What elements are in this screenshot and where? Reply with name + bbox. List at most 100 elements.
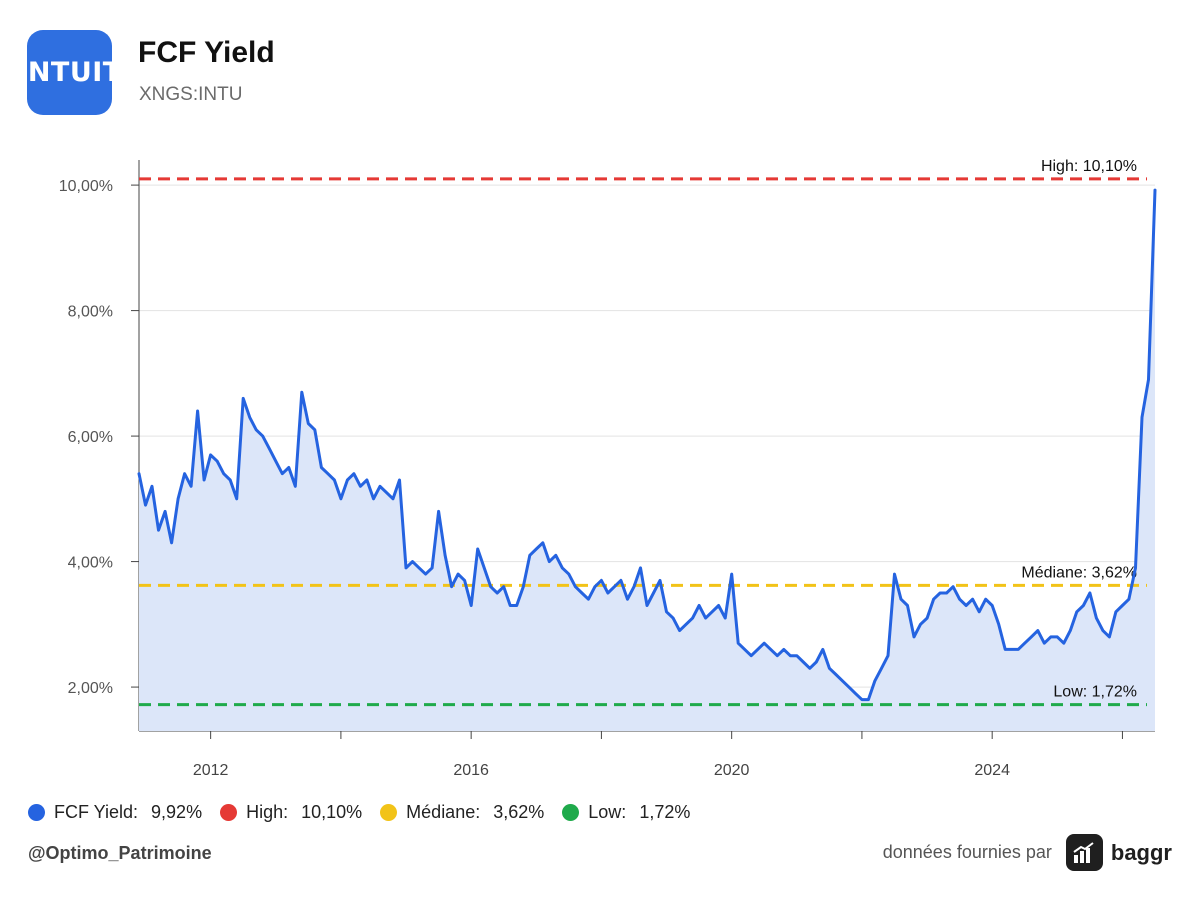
data-point bbox=[899, 598, 903, 601]
data-point bbox=[242, 397, 245, 400]
legend-value: 1,72% bbox=[639, 802, 691, 822]
data-point bbox=[333, 478, 336, 482]
y-tick-label: 4,00% bbox=[68, 555, 113, 572]
data-point bbox=[574, 585, 577, 588]
data-point bbox=[443, 554, 447, 557]
data-point bbox=[828, 667, 831, 670]
data-point bbox=[339, 497, 343, 500]
data-point bbox=[958, 598, 961, 601]
data-point bbox=[424, 572, 427, 576]
data-point bbox=[932, 598, 935, 601]
data-point bbox=[189, 485, 193, 488]
baggr-brand: baggr bbox=[1110, 839, 1172, 865]
data-point bbox=[1108, 635, 1111, 639]
data-point bbox=[541, 541, 544, 544]
reference-label-median: Médiane: 3,62% bbox=[1021, 564, 1137, 581]
legend-dot-fcf-yield bbox=[28, 804, 45, 821]
data-point bbox=[737, 642, 740, 645]
data-point bbox=[398, 478, 401, 482]
data-point bbox=[261, 434, 264, 438]
data-point bbox=[535, 547, 538, 551]
data-point bbox=[724, 616, 727, 620]
data-point bbox=[528, 554, 531, 557]
y-tick-label: 8,00% bbox=[68, 304, 113, 321]
data-point bbox=[300, 391, 303, 394]
data-point bbox=[1017, 648, 1020, 651]
data-point bbox=[274, 460, 277, 463]
data-point bbox=[626, 598, 629, 601]
legend-item-median: Médiane: 3,62% bbox=[380, 802, 544, 823]
data-point bbox=[476, 547, 479, 551]
legend-label: Low: bbox=[588, 802, 627, 822]
data-point bbox=[567, 572, 570, 576]
data-point bbox=[912, 635, 916, 639]
data-point bbox=[893, 572, 896, 576]
data-point bbox=[613, 585, 616, 588]
data-point bbox=[489, 585, 492, 588]
data-point bbox=[430, 566, 434, 570]
data-point bbox=[137, 472, 141, 475]
data-point bbox=[951, 585, 955, 588]
data-point bbox=[294, 485, 297, 488]
data-point bbox=[587, 598, 590, 601]
data-point bbox=[150, 485, 154, 488]
legend-label: FCF Yield: bbox=[54, 802, 139, 822]
data-point bbox=[815, 660, 818, 664]
legend-value: 3,62% bbox=[493, 802, 545, 822]
legend-dot-high bbox=[220, 804, 238, 821]
data-point bbox=[808, 667, 811, 670]
chart-title: FCF Yield bbox=[138, 36, 275, 69]
data-point bbox=[463, 579, 466, 582]
legend-dot-low bbox=[562, 804, 580, 821]
y-tick-label: 2,00% bbox=[68, 680, 113, 697]
data-point bbox=[600, 579, 603, 582]
data-point bbox=[561, 566, 564, 570]
data-point bbox=[1062, 642, 1066, 645]
data-point bbox=[1140, 416, 1144, 419]
data-point bbox=[352, 472, 356, 475]
reference-label-low: Low: 1,72% bbox=[1053, 684, 1137, 701]
data-point bbox=[548, 560, 551, 563]
x-tick-label: 2016 bbox=[453, 762, 489, 779]
data-point bbox=[307, 422, 310, 425]
data-point bbox=[222, 472, 225, 475]
data-point bbox=[404, 566, 408, 570]
data-point bbox=[502, 585, 505, 588]
data-point bbox=[984, 598, 987, 601]
data-point bbox=[1049, 635, 1053, 639]
data-point bbox=[554, 554, 557, 557]
data-point bbox=[209, 453, 212, 457]
y-tick-label: 6,00% bbox=[68, 429, 113, 446]
data-point bbox=[691, 616, 694, 620]
data-point bbox=[183, 472, 186, 475]
x-tick-label: 2012 bbox=[193, 762, 229, 779]
data-point bbox=[1095, 616, 1098, 620]
data-point bbox=[1153, 188, 1157, 192]
data-point bbox=[248, 416, 251, 419]
x-tick-label: 2024 bbox=[974, 762, 1010, 779]
data-point bbox=[1056, 635, 1059, 639]
baggr-logo-icon bbox=[1065, 834, 1103, 871]
data-point bbox=[906, 604, 909, 607]
data-point bbox=[925, 616, 929, 620]
data-point bbox=[847, 685, 851, 689]
data-point bbox=[593, 585, 597, 588]
fcf-yield-chart: 2,00% 4,00% 6,00% 8,00% 10,00% 2012 2016 2020 20… bbox=[59, 158, 1157, 779]
data-point bbox=[268, 447, 271, 450]
data-point bbox=[1082, 604, 1085, 607]
legend-label: Médiane: bbox=[406, 802, 481, 822]
data-point bbox=[326, 472, 330, 475]
data-point bbox=[255, 428, 258, 431]
data-point bbox=[320, 466, 323, 469]
data-point bbox=[795, 654, 798, 657]
data-point bbox=[632, 585, 636, 588]
data-point bbox=[834, 673, 838, 676]
data-point bbox=[1088, 591, 1092, 595]
data-point bbox=[365, 478, 369, 482]
data-point bbox=[1023, 642, 1026, 645]
data-point bbox=[1134, 566, 1137, 570]
data-point bbox=[743, 648, 746, 651]
legend-value: 9,92% bbox=[151, 802, 203, 822]
x-tick-label: 2020 bbox=[714, 762, 750, 779]
author-handle: @Optimo_Patrimoine bbox=[28, 843, 212, 863]
